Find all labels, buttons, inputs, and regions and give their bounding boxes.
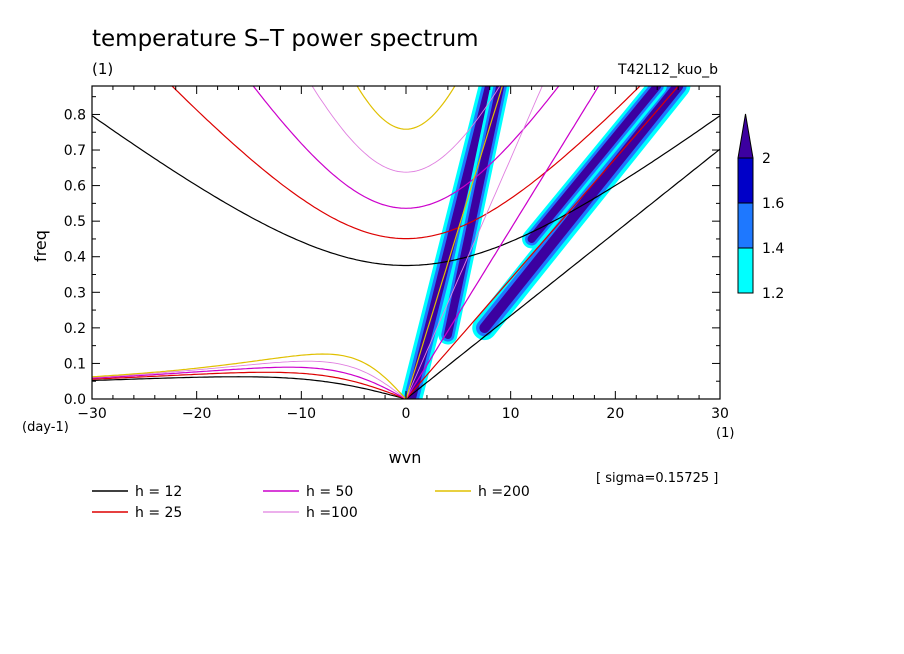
colorbar-level-label: 1.4 [762,241,784,257]
x-tick-label: −30 [77,406,107,422]
rossby-curve-h200 [92,353,407,399]
y-tick-label: 0.4 [64,250,86,266]
y-tick-label: 0.7 [64,143,86,159]
colorbar-segment [737,157,754,204]
colorbar-extend-arrow [737,113,754,159]
kelvin-band-level-3 [406,86,495,399]
chart-units: (1) [92,60,113,78]
run-label: T42L12_kuo_b [617,62,718,78]
colorbar: 2 1.6 1.4 1.2 [737,113,784,302]
dispersion-curves [92,86,720,399]
y-tick-label: 0.5 [64,214,86,230]
legend-label-h100: h =100 [306,505,358,521]
gravity-band-2-level-3 [479,86,684,334]
y-axis-label: freq [31,230,50,262]
kelvin-curve-h100 [405,86,543,399]
rossby-curve-h25 [92,371,407,399]
gravity-curve-h12 [92,115,720,267]
colorbar-segment [737,247,754,294]
legend-label-h50: h = 50 [306,484,353,500]
x-tick-label: 20 [606,406,624,422]
contour-features [400,86,691,399]
y-tick-label: 0.8 [64,107,86,123]
x-tick-label: 10 [502,406,520,422]
colorbar-segment [737,202,754,249]
gravity-curve-h200 [356,86,456,130]
x-axis-label: wvn [389,448,422,467]
rossby-curve-h12 [92,376,407,399]
y-tick-label: 0.3 [64,285,86,301]
kelvin-curve-h200 [405,86,503,399]
chart-title: temperature S–T power spectrum [92,26,479,52]
gravity-curve-h100 [311,86,501,173]
colorbar-level-label: 1.2 [762,286,784,302]
y-tick-label: 0.0 [64,392,86,408]
legend-label-h25: h = 25 [135,505,182,521]
axes: −30 −20 −10 0 10 20 30 0.0 0.1 0.2 0.3 0.4 0.5 0.6 0.7… [64,86,729,422]
x-tick-label: −10 [287,406,317,422]
kelvin-curve-h50 [405,86,600,399]
gravity-curve-h25 [171,86,641,240]
rossby-curve-h50 [92,366,407,399]
x-axis-unit: (1) [716,426,734,441]
y-tick-label: 0.2 [64,321,86,337]
kelvin-curve-h12 [405,148,720,399]
kelvin-curve-h25 [405,86,680,399]
y-axis-unit: (day-1) [22,420,69,435]
colorbar-level-label: 2 [762,151,771,167]
y-tick-label: 0.1 [64,356,86,372]
colorbar-level-label: 1.6 [762,196,784,212]
legend-label-h200: h =200 [478,484,530,500]
gravity-curve-h50 [252,86,560,209]
y-tick-label: 0.6 [64,179,86,195]
x-tick-label: −20 [182,406,212,422]
gravity-band-1-level-3 [443,86,505,340]
plot-area [92,86,720,399]
x-tick-label: 30 [711,406,729,422]
gravity-band-3-level-3 [527,86,662,243]
sigma-label: [ sigma=0.15725 ] [596,471,718,486]
legend: h = 12 h = 25 h = 50 h =100 h =200 [92,484,530,521]
legend-label-h12: h = 12 [135,484,182,500]
rossby-curve-h100 [92,360,407,399]
x-tick-label: 0 [402,406,411,422]
